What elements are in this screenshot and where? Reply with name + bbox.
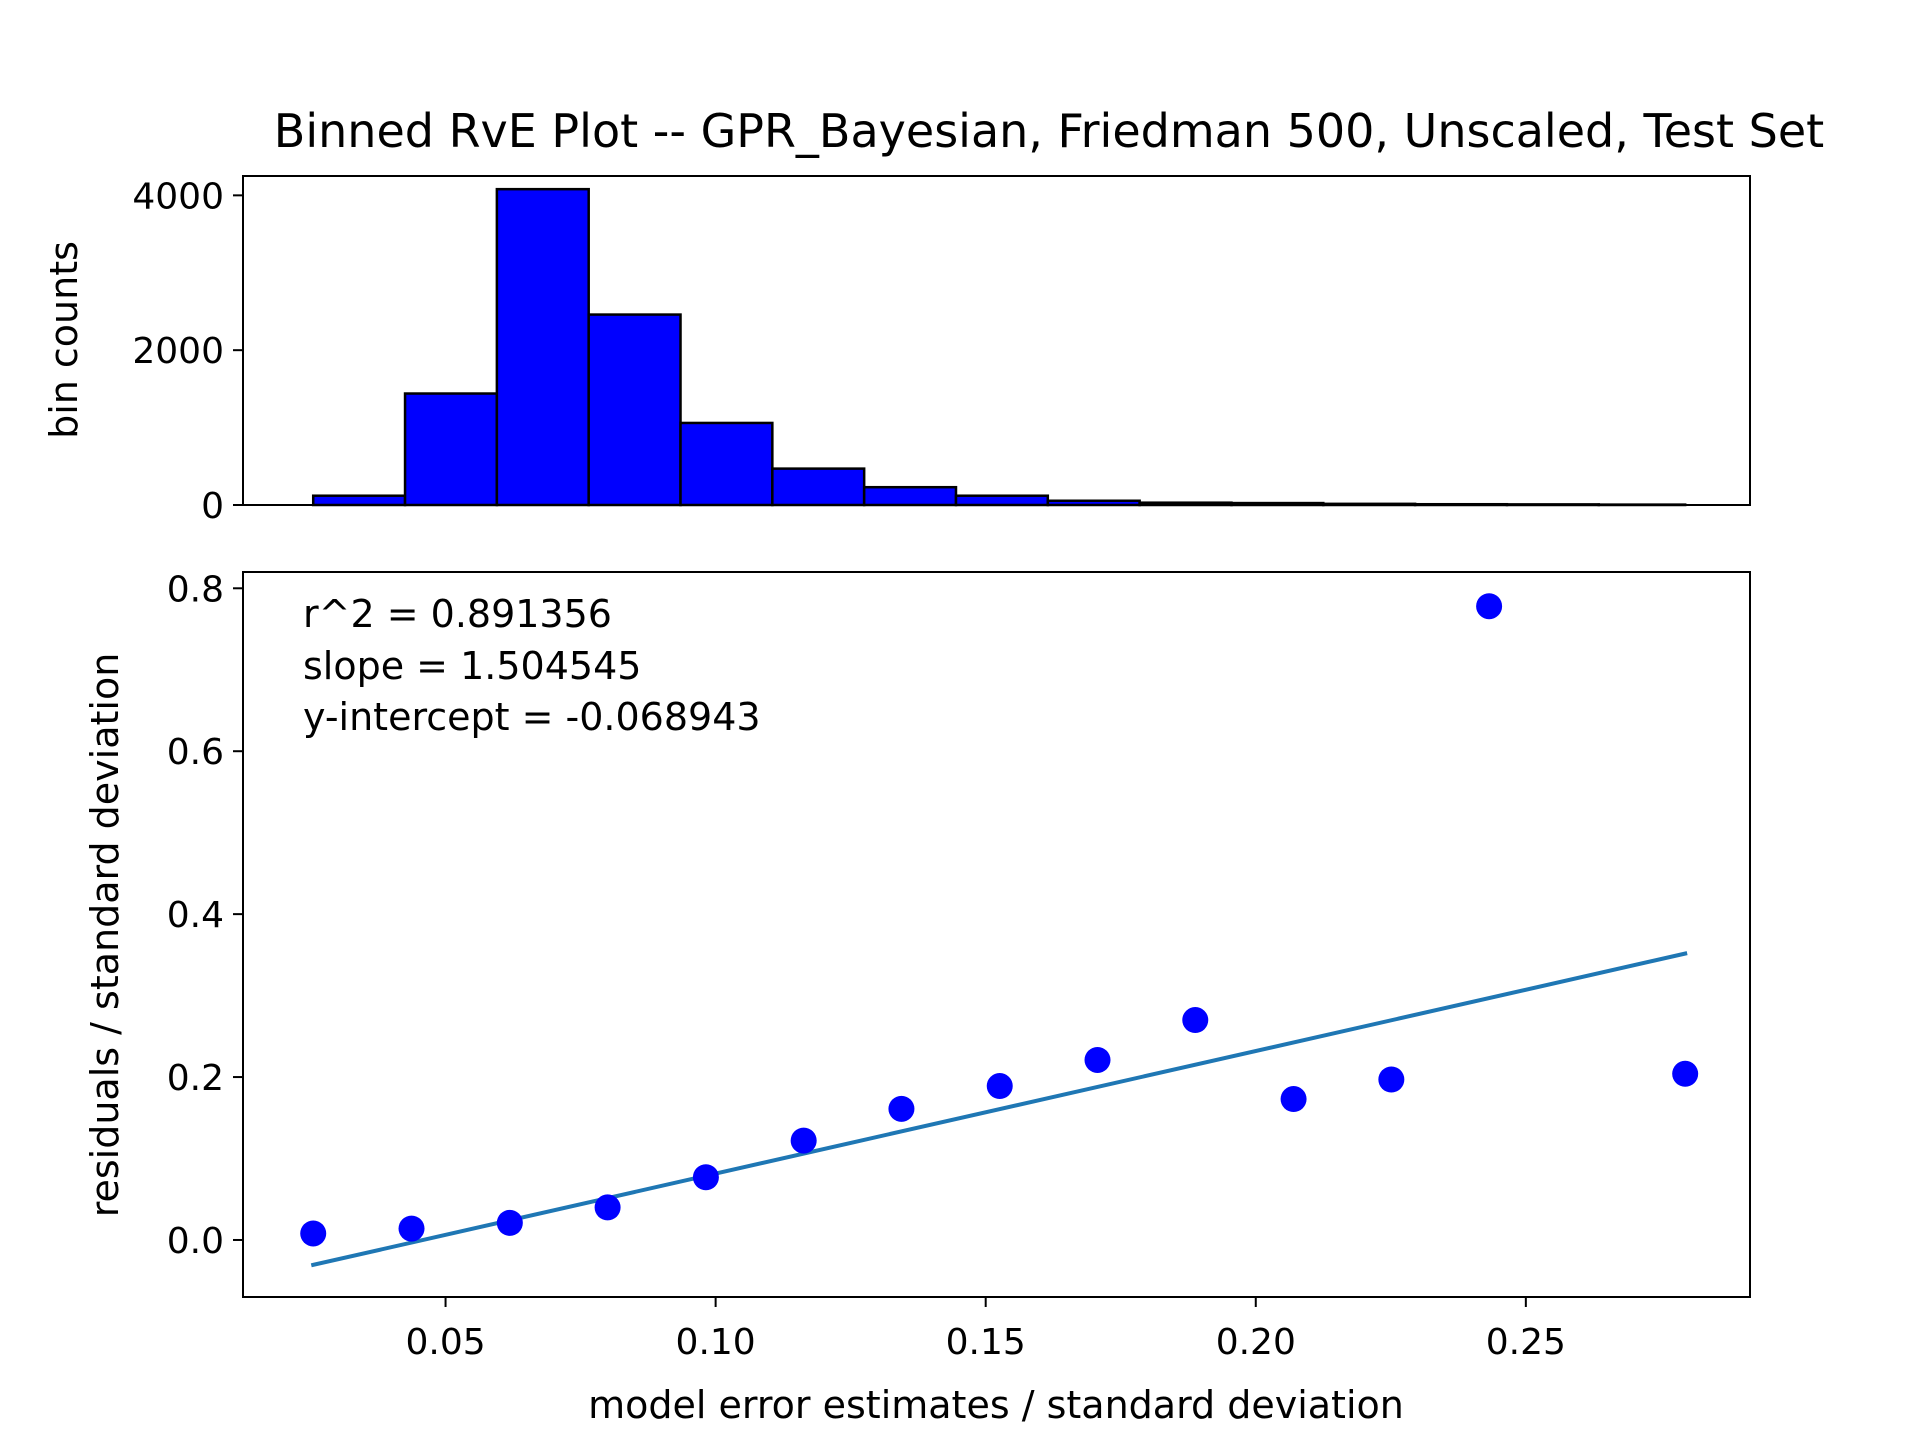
histogram-bar-7 [954, 494, 1050, 507]
scatter-point-2 [496, 1209, 523, 1236]
scatter-point-6 [888, 1095, 915, 1122]
scatter-point-4 [692, 1164, 719, 1191]
scatter-x-axis-label: model error estimates / standard deviati… [588, 1383, 1404, 1427]
scatter-y-tick-label: 0.6 [167, 732, 224, 773]
histogram-y-ticks: 0 2000 4000 [132, 176, 243, 527]
histogram-panel: 0 2000 4000 bin counts [42, 175, 1751, 527]
slope-annotation: slope = 1.504545 [303, 644, 641, 688]
chart-title: Binned RvE Plot -- GPR_Bayesian, Friedma… [274, 104, 1824, 158]
histogram-bar-6 [862, 485, 958, 507]
scatter-points [300, 593, 1699, 1247]
linear-fit-line [310, 951, 1688, 1268]
histogram-bar-4 [679, 421, 774, 507]
scatter-y-tick-label: 0.8 [167, 569, 224, 610]
scatter-y-axis-label: residuals / standard deviation [83, 653, 127, 1218]
scatter-x-tick-label: 0.05 [405, 1322, 485, 1363]
scatter-point-12 [1476, 593, 1503, 620]
histogram-y-axis-label: bin counts [42, 241, 86, 439]
scatter-y-tick-label: 0.0 [167, 1221, 224, 1262]
scatter-point-5 [790, 1127, 817, 1154]
scatter-panel: 0.0 0.2 0.4 0.6 0.8 0.05 0.10 0.15 0.20 0.25 r^2… [83, 569, 1751, 1427]
scatter-y-ticks: 0.0 0.2 0.4 0.6 0.8 [167, 569, 243, 1262]
histogram-y-tick-label: 2000 [132, 331, 224, 372]
histogram-bar-0 [311, 494, 407, 507]
histogram-bar-5 [771, 467, 866, 507]
r-squared-annotation: r^2 = 0.891356 [303, 592, 612, 636]
scatter-point-7 [986, 1073, 1013, 1100]
scatter-y-tick-label: 0.2 [167, 1058, 224, 1099]
histogram-bar-1 [403, 392, 499, 507]
scatter-point-9 [1182, 1007, 1209, 1034]
histogram-bar-2 [495, 187, 590, 507]
scatter-point-13 [1672, 1060, 1699, 1087]
histogram-bars [311, 187, 1687, 507]
scatter-x-tick-label: 0.10 [676, 1322, 756, 1363]
scatter-x-tick-label: 0.20 [1216, 1322, 1296, 1363]
scatter-point-0 [300, 1220, 327, 1247]
scatter-point-1 [398, 1215, 425, 1242]
scatter-y-tick-label: 0.4 [167, 895, 224, 936]
scatter-point-11 [1378, 1066, 1405, 1093]
scatter-x-tick-label: 0.25 [1486, 1322, 1566, 1363]
y-intercept-annotation: y-intercept = -0.068943 [303, 695, 761, 739]
scatter-x-tick-label: 0.15 [946, 1322, 1026, 1363]
histogram-bar-3 [587, 313, 682, 507]
histogram-y-tick-label: 4000 [132, 176, 224, 217]
scatter-point-10 [1280, 1086, 1307, 1113]
scatter-frame [242, 571, 1751, 1298]
histogram-frame [242, 175, 1751, 506]
scatter-point-3 [594, 1194, 621, 1221]
scatter-x-ticks: 0.05 0.10 0.15 0.20 0.25 [405, 1297, 1566, 1363]
histogram-y-tick-label: 0 [201, 486, 224, 527]
scatter-point-8 [1084, 1046, 1111, 1073]
